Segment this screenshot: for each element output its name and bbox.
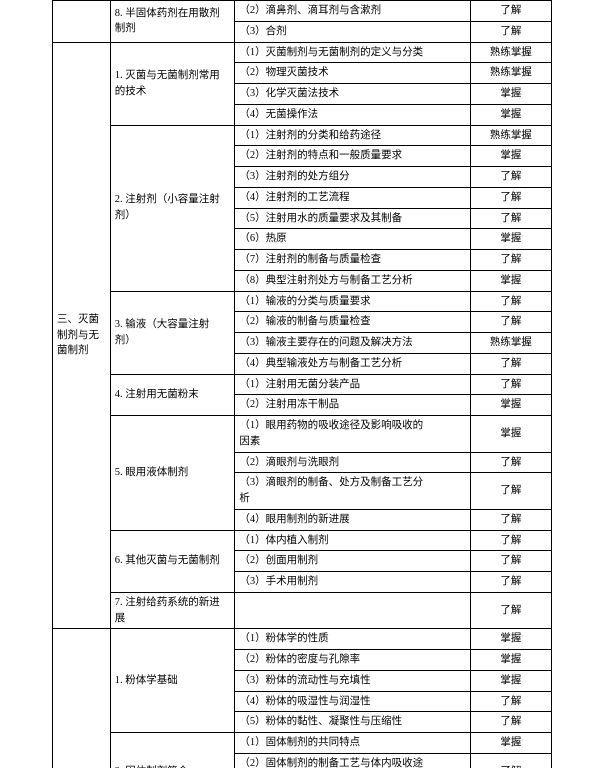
item-cell: （4）注射剂的工艺流程 [235, 187, 470, 208]
level-cell: 了解 [470, 509, 551, 530]
item-cell: （3）粉体的流动性与充填性 [235, 670, 470, 691]
level-cell: 掌握 [470, 733, 551, 754]
level-cell: 了解 [470, 530, 551, 551]
level-cell: 了解 [470, 592, 551, 629]
item-cell: （4）粉体的吸湿性与润湿性 [235, 691, 470, 712]
table-row: 2. 注射剂（小容量注射 剂）（1）注射剂的分类和给药途径熟练掌握 [53, 125, 552, 146]
topic-cell: 7. 注射给药系统的新进 展 [110, 592, 235, 629]
topic-cell: 5. 眼用液体制剂 [110, 416, 235, 531]
item-cell: （3）注射剂的处方组分 [235, 167, 470, 188]
item-cell: （2）输液的制备与质量检查 [235, 312, 470, 333]
item-cell: （6）热原 [235, 229, 470, 250]
topic-cell: 1. 粉体学基础 [110, 629, 235, 733]
table-row: 三、灭菌 制剂与无 菌制剂1. 灭菌与无菌制剂常用 的技术（1）灭菌制剂与无菌制… [53, 42, 552, 63]
level-cell: 掌握 [470, 629, 551, 650]
table-row: 5. 眼用液体制剂（1）眼用药物的吸收途径及影响吸收的 因素掌握 [53, 416, 552, 453]
item-cell: （3）化学灭菌法技术 [235, 84, 470, 105]
item-cell: （3）手术用制剂 [235, 572, 470, 593]
level-cell: 掌握 [470, 84, 551, 105]
section-cell [53, 1, 111, 43]
item-cell: （2）固体制剂的制备工艺与体内吸收途 径 [235, 753, 470, 768]
item-cell: （2）注射剂的特点和一般质量要求 [235, 146, 470, 167]
item-cell: （4）无菌操作法 [235, 104, 470, 125]
item-cell: （2）滴鼻剂、滴耳剂与含漱剂 [235, 1, 470, 22]
level-cell: 掌握 [470, 395, 551, 416]
level-cell: 掌握 [470, 650, 551, 671]
table-row: 3. 输液（大容量注射 剂）（1）输液的分类与质量要求了解 [53, 291, 552, 312]
content-table: 8. 半固体药剂在用散剂 制剂（2）滴鼻剂、滴耳剂与含漱剂了解（3）合剂了解三、… [52, 0, 552, 768]
level-cell: 熟练掌握 [470, 125, 551, 146]
item-cell: （1）眼用药物的吸收途径及影响吸收的 因素 [235, 416, 470, 453]
level-cell: 了解 [470, 21, 551, 42]
table-container: 8. 半固体药剂在用散剂 制剂（2）滴鼻剂、滴耳剂与含漱剂了解（3）合剂了解三、… [52, 0, 552, 768]
item-cell: （1）输液的分类与质量要求 [235, 291, 470, 312]
topic-cell: 6. 其他灭菌与无菌制剂 [110, 530, 235, 592]
item-cell: （1）注射剂的分类和给药途径 [235, 125, 470, 146]
level-cell: 了解 [470, 473, 551, 510]
level-cell: 了解 [470, 208, 551, 229]
level-cell: 了解 [470, 712, 551, 733]
item-cell: （1）体内植入制剂 [235, 530, 470, 551]
item-cell: （1）注射用无菌分装产品 [235, 374, 470, 395]
item-cell: （3）输液主要存在的问题及解决方法 [235, 333, 470, 354]
item-cell: （3）合剂 [235, 21, 470, 42]
level-cell: 了解 [470, 452, 551, 473]
level-cell: 了解 [470, 374, 551, 395]
level-cell: 掌握 [470, 146, 551, 167]
level-cell: 了解 [470, 187, 551, 208]
topic-cell: 2. 注射剂（小容量注射 剂） [110, 125, 235, 291]
level-cell: 熟练掌握 [470, 42, 551, 63]
item-cell: （7）注射剂的制备与质量检查 [235, 250, 470, 271]
item-cell: （2）粉体的密度与孔隙率 [235, 650, 470, 671]
level-cell: 了解 [470, 250, 551, 271]
item-cell: （4）典型输液处方与制备工艺分析 [235, 353, 470, 374]
item-cell: （2）创面用制剂 [235, 551, 470, 572]
section-cell: 三、灭菌 制剂与无 菌制剂 [53, 42, 111, 629]
table-row: 4. 注射用无菌粉末（1）注射用无菌分装产品了解 [53, 374, 552, 395]
table-row: 6. 其他灭菌与无菌制剂（1）体内植入制剂了解 [53, 530, 552, 551]
table-row: 2. 固体制剂简介（1）固体制剂的共同特点掌握 [53, 733, 552, 754]
item-cell: （2）滴眼剂与洗眼剂 [235, 452, 470, 473]
table-row: 四、固体 制剂1. 粉体学基础（1）粉体学的性质掌握 [53, 629, 552, 650]
item-cell: （1）粉体学的性质 [235, 629, 470, 650]
level-cell: 了解 [470, 312, 551, 333]
level-cell: 了解 [470, 1, 551, 22]
item-cell: （5）粉体的黏性、凝聚性与压缩性 [235, 712, 470, 733]
page: 医学教育网 www.med66.com 8. 半固体药剂在用散剂 制剂（2）滴鼻… [0, 0, 590, 768]
level-cell: 了解 [470, 167, 551, 188]
item-cell: （8）典型注射剂处方与制备工艺分析 [235, 270, 470, 291]
level-cell: 熟练掌握 [470, 333, 551, 354]
section-cell: 四、固体 制剂 [53, 629, 111, 768]
level-cell: 了解 [470, 551, 551, 572]
item-cell: （1）固体制剂的共同特点 [235, 733, 470, 754]
level-cell: 掌握 [470, 229, 551, 250]
topic-cell: 1. 灭菌与无菌制剂常用 的技术 [110, 42, 235, 125]
topic-cell: 3. 输液（大容量注射 剂） [110, 291, 235, 374]
item-cell: （2）物理灭菌技术 [235, 63, 470, 84]
item-cell: （1）灭菌制剂与无菌制剂的定义与分类 [235, 42, 470, 63]
level-cell: 掌握 [470, 416, 551, 453]
level-cell: 了解 [470, 691, 551, 712]
item-cell [235, 592, 470, 629]
item-cell: （5）注射用水的质量要求及其制备 [235, 208, 470, 229]
topic-cell: 8. 半固体药剂在用散剂 制剂 [110, 1, 235, 43]
level-cell: 了解 [470, 572, 551, 593]
level-cell: 了解 [470, 353, 551, 374]
table-row: 7. 注射给药系统的新进 展 了解 [53, 592, 552, 629]
item-cell: （3）滴眼剂的制备、处方及制备工艺分 析 [235, 473, 470, 510]
level-cell: 掌握 [470, 104, 551, 125]
level-cell: 熟练掌握 [470, 63, 551, 84]
level-cell: 掌握 [470, 670, 551, 691]
topic-cell: 2. 固体制剂简介 [110, 733, 235, 768]
item-cell: （2）注射用冻干制品 [235, 395, 470, 416]
item-cell: （4）眼用制剂的新进展 [235, 509, 470, 530]
level-cell: 了解 [470, 753, 551, 768]
level-cell: 掌握 [470, 270, 551, 291]
topic-cell: 4. 注射用无菌粉末 [110, 374, 235, 416]
level-cell: 了解 [470, 291, 551, 312]
table-row: 8. 半固体药剂在用散剂 制剂（2）滴鼻剂、滴耳剂与含漱剂了解 [53, 1, 552, 22]
